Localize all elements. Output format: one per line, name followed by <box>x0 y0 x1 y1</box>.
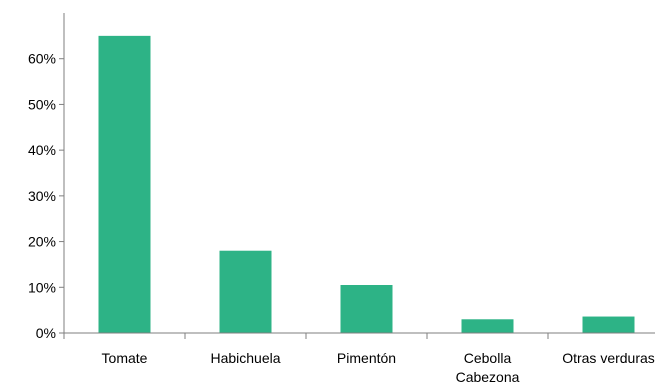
y-axis: 0% 10% 20% 30% 40% 50% 60% <box>28 13 65 341</box>
y-tick-label: 10% <box>28 279 56 295</box>
y-tick-label: 50% <box>28 96 56 112</box>
x-tick-label-line: Cebolla <box>464 350 512 366</box>
x-tick-label: Habichuela <box>210 350 280 366</box>
y-tick-label: 30% <box>28 188 56 204</box>
bar <box>340 285 393 333</box>
x-tick-label-line: Pimentón <box>337 350 396 366</box>
x-tick-label: Otras verduras <box>562 350 655 366</box>
y-tick-label: 0% <box>36 325 56 341</box>
y-tick-label: 20% <box>28 234 56 250</box>
x-axis: Tomate Habichuela Pimentón Cebolla Cabezona O… <box>63 332 655 385</box>
y-tick-label: 60% <box>28 51 56 67</box>
y-tick-label: 40% <box>28 142 56 158</box>
x-tick-label: Cebolla Cabezona <box>456 350 520 385</box>
bar <box>461 319 514 333</box>
x-tick-label-line: Habichuela <box>210 350 280 366</box>
x-tick-label-line: Tomate <box>102 350 148 366</box>
x-tick-label: Tomate <box>102 350 148 366</box>
x-tick-label-line: Cabezona <box>456 369 520 385</box>
bar <box>219 250 272 333</box>
bar <box>582 316 635 333</box>
bars <box>98 35 635 333</box>
x-tick-label-line: Otras verduras <box>562 350 655 366</box>
bar <box>98 35 151 333</box>
x-tick-label: Pimentón <box>337 350 396 366</box>
